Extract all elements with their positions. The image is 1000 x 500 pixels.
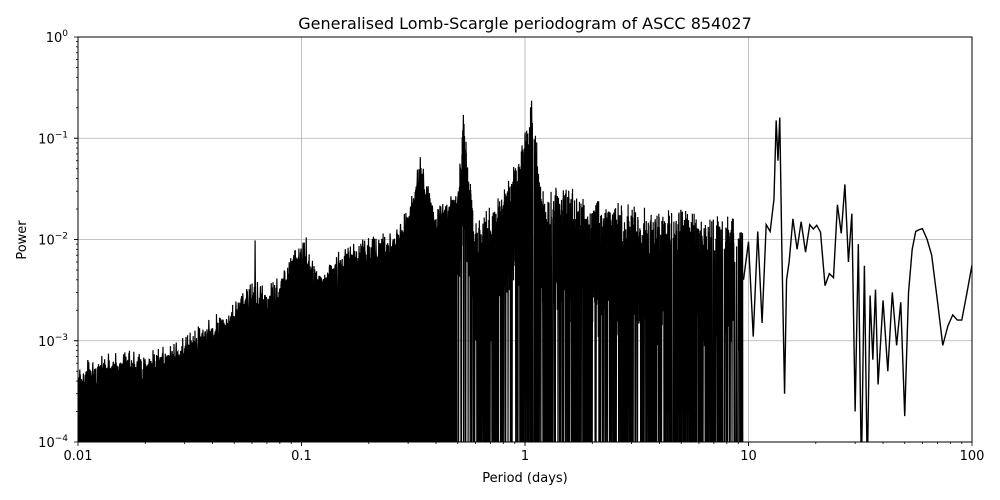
x-tick-label: 1 — [521, 449, 529, 464]
y-tick-label: 10−2 — [38, 232, 68, 249]
x-tick-label: 10 — [740, 449, 757, 464]
periodogram-line — [78, 100, 972, 442]
x-tick-label: 100 — [960, 449, 985, 464]
y-tick-label: 10−3 — [38, 333, 68, 350]
y-tick-label: 100 — [46, 29, 69, 46]
y-axis-label: Power — [15, 220, 30, 260]
x-axis-label: Period (days) — [482, 471, 568, 486]
x-tick-label: 0.1 — [291, 449, 312, 464]
x-tick-labels: 0.01 0.1 1 10 100 — [64, 449, 985, 464]
y-tick-label: 10−1 — [38, 130, 68, 147]
axis-ticks — [74, 36, 973, 446]
chart-title: Generalised Lomb-Scargle periodogram of … — [298, 14, 752, 33]
plot-area — [74, 36, 973, 446]
x-tick-label: 0.01 — [64, 449, 93, 464]
